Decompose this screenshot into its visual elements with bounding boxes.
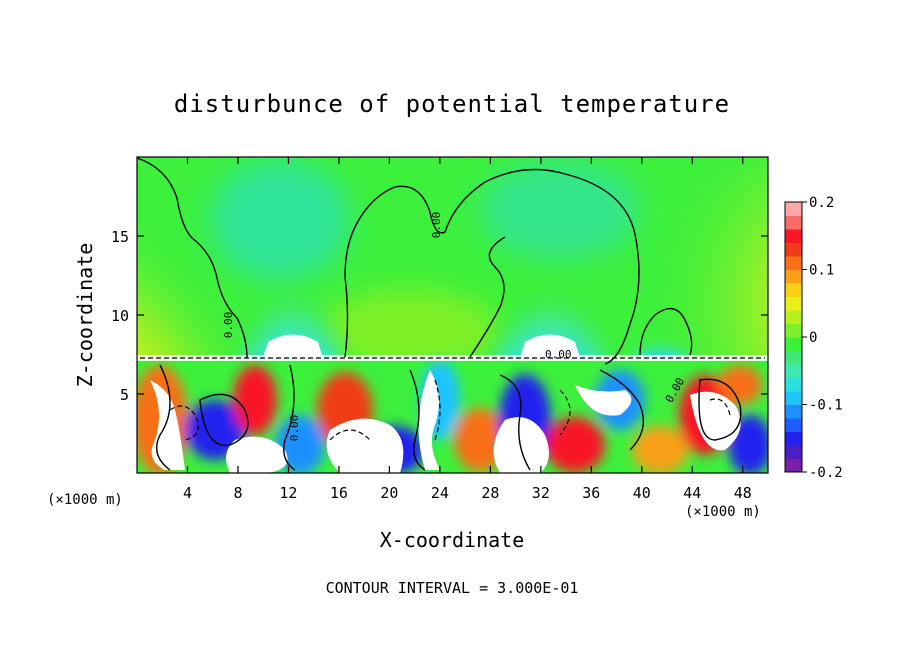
dashed-contour-1 — [169, 405, 199, 441]
zero-contour-left — [137, 157, 248, 359]
colorbar-swatch — [785, 269, 802, 284]
colorbar-swatch — [785, 337, 802, 351]
heatmap-field — [137, 157, 768, 473]
contour-lines — [137, 157, 742, 471]
lower-contour-3 — [283, 364, 296, 471]
dashed-contours — [140, 357, 765, 441]
white-patch-1 — [150, 380, 185, 470]
lower-contour-1 — [156, 364, 171, 471]
green-yellow-band — [320, 290, 500, 370]
colorbar-tick-label: 0.2 — [809, 195, 834, 211]
colorbar-swatch — [785, 445, 802, 459]
x-tick-label: 28 — [481, 484, 499, 502]
x-tick-label: 24 — [431, 484, 449, 502]
x-tick-label: 4 — [183, 484, 192, 502]
y-tick-label: 15 — [111, 228, 129, 246]
colorbar-tick-label: -0.2 — [809, 465, 843, 481]
colorbar-swatch — [785, 283, 802, 297]
colorbar-swatch — [785, 391, 802, 405]
x-tick-label: 20 — [380, 484, 398, 502]
lower-contour-6 — [599, 369, 644, 451]
lower-blob-4 — [275, 415, 325, 473]
zero-contour-central — [344, 168, 640, 365]
white-patch-6 — [575, 385, 632, 416]
colorbar-swatch — [785, 310, 802, 324]
white-patch-9 — [520, 334, 580, 358]
colorbar-swatch — [785, 350, 802, 365]
lower-blob-3 — [233, 365, 277, 435]
x-unit-label-right: (×1000 m) — [685, 504, 761, 520]
colorbar-swatch — [785, 404, 802, 419]
contour-label: 0.00 — [545, 348, 572, 361]
colorbar-swatch — [785, 418, 802, 432]
x-tick-label: 8 — [233, 484, 242, 502]
x-tick-label: 12 — [279, 484, 297, 502]
lower-blob-8 — [454, 408, 506, 472]
contour-interval-note: CONTOUR INTERVAL = 3.000E-01 — [326, 579, 579, 597]
dashed-contour-5 — [709, 398, 731, 416]
y-tick-label: 5 — [120, 386, 129, 404]
x-tick-label: 48 — [734, 484, 752, 502]
x-tick-label: 40 — [633, 484, 651, 502]
zero-contour-right — [639, 307, 693, 356]
x-tick-label: 16 — [330, 484, 348, 502]
colorbar-tick-label: -0.1 — [809, 398, 843, 414]
white-patch-3 — [326, 418, 404, 473]
x-tick-label: 36 — [582, 484, 600, 502]
contour-label: 0.00 — [288, 415, 301, 442]
x-axis: 4 8 12 16 20 24 28 32 36 40 44 48 — [183, 157, 752, 502]
saturated-patches — [150, 334, 741, 473]
colorbar-swatch — [785, 364, 802, 378]
y-axis-label: Z-coordinate — [73, 243, 97, 388]
lower-contour-7 — [698, 378, 742, 441]
colorbar-swatch — [785, 242, 802, 257]
lower-blob-15 — [718, 365, 762, 405]
x-unit-label-left: (×1000 m) — [47, 492, 123, 508]
y-tick-label: 10 — [111, 307, 129, 325]
lower-contour-2 — [199, 393, 249, 447]
colorbar-swatch — [785, 323, 802, 338]
y-axis: 5 10 15 — [111, 228, 768, 404]
lower-contour-5 — [499, 374, 531, 471]
contour-label: 0.00 — [222, 312, 235, 339]
colorbar-swatch — [785, 229, 802, 243]
colorbar-swatch — [785, 202, 802, 216]
colorbar-swatch — [785, 458, 802, 473]
colorbar: -0.2 -0.1 0 0.1 0.2 — [784, 195, 843, 481]
cool-region-upper-right — [480, 160, 640, 260]
zero-contour-inner — [469, 236, 506, 358]
x-tick-label: 44 — [683, 484, 701, 502]
colorbar-swatch — [785, 256, 802, 270]
colorbar-swatch — [785, 377, 802, 392]
colorbar-swatch — [785, 296, 802, 311]
colorbar-tick-label: 0 — [809, 330, 817, 346]
lower-blob-12 — [632, 426, 688, 473]
colorbar-tick-label: 0.1 — [809, 263, 834, 279]
x-tick-label: 32 — [532, 484, 550, 502]
x-axis-label: X-coordinate — [380, 528, 525, 552]
contour-label: 0.00 — [430, 212, 443, 239]
dashed-contour-2 — [329, 429, 371, 441]
lower-contour-4 — [409, 369, 426, 471]
lower-blob-10 — [545, 417, 605, 473]
colorbar-swatch — [785, 215, 802, 230]
colorbar-swatch — [785, 431, 802, 446]
white-patch-2 — [226, 436, 288, 473]
white-patch-4 — [418, 370, 440, 470]
white-patch-8 — [263, 334, 323, 358]
white-patch-5 — [493, 417, 549, 473]
chart-title: disturbunce of potential temperature — [174, 90, 730, 118]
dashed-contour-4 — [559, 389, 571, 436]
